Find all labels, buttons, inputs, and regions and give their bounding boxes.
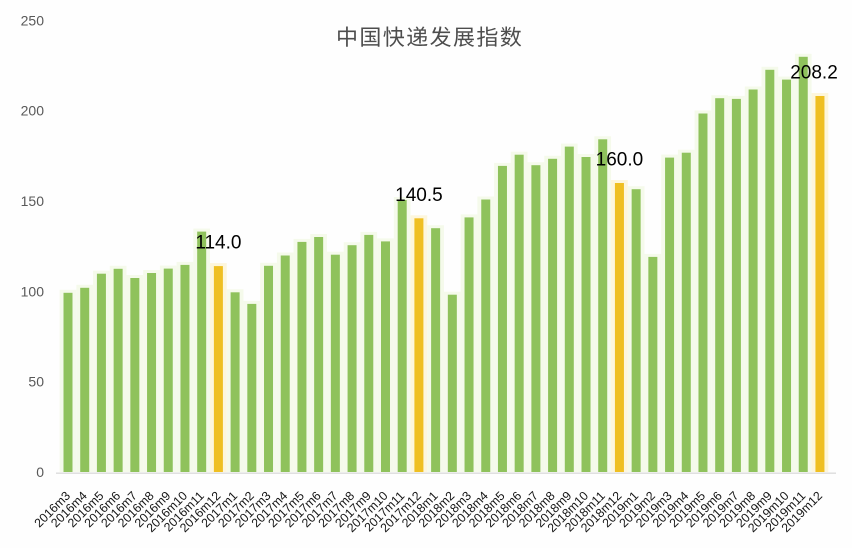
svg-text:150: 150 [21, 193, 45, 209]
svg-text:0: 0 [36, 464, 44, 480]
svg-text:100: 100 [21, 283, 45, 299]
svg-text:250: 250 [21, 12, 45, 28]
svg-text:114.0: 114.0 [195, 233, 241, 254]
svg-text:208.2: 208.2 [790, 63, 838, 84]
svg-text:200: 200 [21, 103, 45, 119]
svg-text:140.5: 140.5 [395, 185, 443, 206]
svg-text:50: 50 [28, 374, 44, 390]
svg-text:160.0: 160.0 [596, 150, 644, 171]
